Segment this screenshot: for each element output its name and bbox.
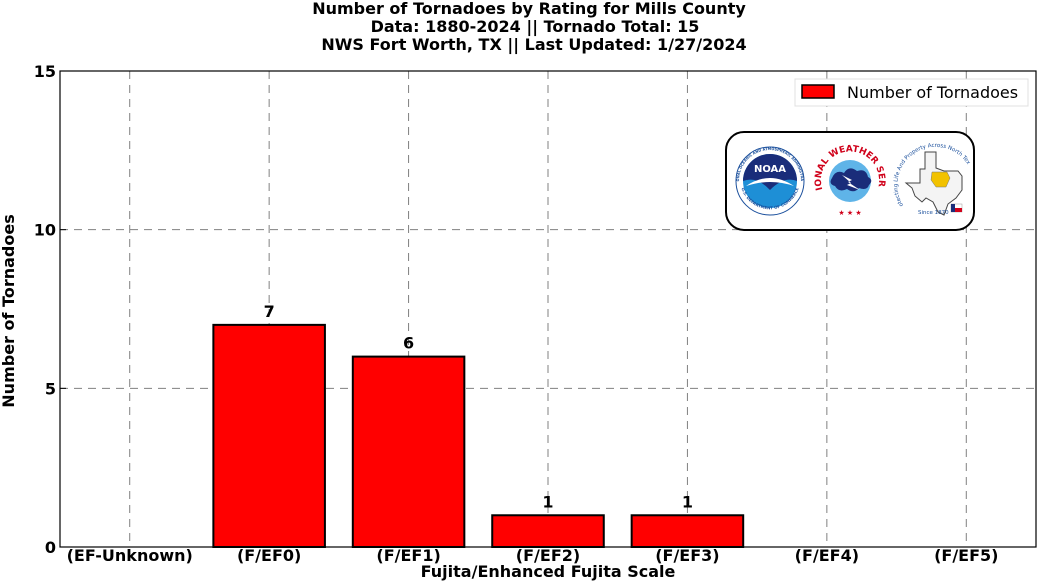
- title-line-3: NWS Fort Worth, TX || Last Updated: 1/27…: [321, 35, 746, 55]
- chart-title: Number of Tornadoes by Rating for Mills …: [312, 0, 746, 55]
- x-tick-label: (F/EF2): [516, 546, 580, 565]
- legend: Number of Tornadoes: [794, 78, 1029, 107]
- title-line-2: Data: 1880-2024 || Tornado Total: 15: [371, 17, 700, 37]
- x-tick-label: (F/EF5): [934, 546, 998, 565]
- bar-f-ef0: [212, 323, 326, 548]
- bar-f-ef3: [630, 514, 745, 548]
- title-line-1: Number of Tornadoes by Rating for Mills …: [312, 0, 746, 18]
- x-tick-label: (F/EF1): [376, 546, 440, 565]
- bars: [212, 323, 745, 548]
- y-tick-label: 10: [34, 221, 56, 240]
- x-axis-ticks: (EF-Unknown) (F/EF0) (F/EF1) (F/EF2) (F/EF3)…: [67, 546, 999, 565]
- data-label: 1: [542, 492, 553, 511]
- data-label: 6: [403, 334, 414, 353]
- texas-since-text: Since 1870: [918, 210, 949, 216]
- x-axis-label: Fujita/Enhanced Fujita Scale: [421, 562, 676, 581]
- noaa-wordmark: NOAA: [754, 164, 786, 175]
- data-label: 7: [264, 302, 275, 321]
- y-tick-label: 15: [34, 62, 56, 81]
- nws-stars: ★ ★ ★: [838, 209, 861, 217]
- x-tick-label: (EF-Unknown): [67, 546, 193, 565]
- bar-f-ef1: [351, 355, 466, 548]
- data-labels: 7 6 1 1: [264, 302, 693, 511]
- bar-f-ef2: [491, 514, 605, 548]
- x-tick-label: (F/EF3): [655, 546, 719, 565]
- y-axis-label: Number of Tornadoes: [0, 214, 18, 407]
- legend-swatch: [801, 84, 835, 99]
- legend-label: Number of Tornadoes: [847, 83, 1018, 102]
- x-tick-label: (F/EF4): [795, 546, 859, 565]
- data-label: 1: [682, 492, 693, 511]
- plot-frame: [59, 70, 1037, 548]
- y-tick-label: 5: [45, 379, 56, 398]
- y-tick-label: 0: [45, 538, 56, 557]
- x-tick-label: (F/EF0): [237, 546, 301, 565]
- y-axis-ticks: 0 5 10 15: [34, 62, 66, 557]
